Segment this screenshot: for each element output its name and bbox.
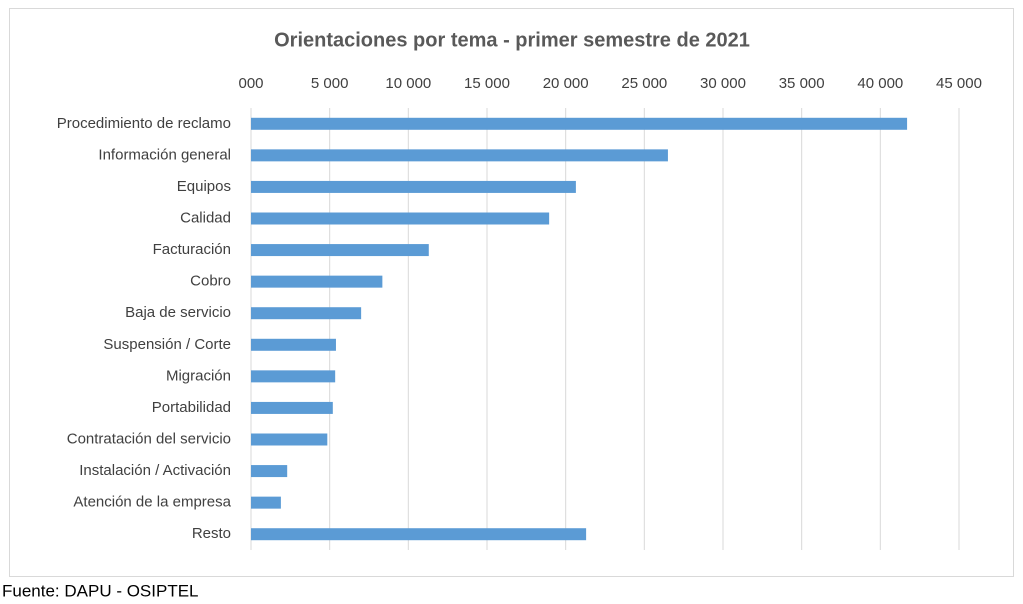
y-tick-label: Procedimiento de reclamo (57, 115, 231, 132)
bar (251, 496, 281, 509)
y-tick-label: Suspensión / Corte (103, 336, 231, 353)
bar (251, 244, 429, 257)
x-tick-label: 35 000 (779, 75, 825, 92)
y-tick-label: Cobro (190, 273, 231, 290)
bar (251, 401, 333, 414)
chart-title: Orientaciones por tema - primer semestre… (274, 29, 750, 51)
x-tick-label: 40 000 (857, 75, 903, 92)
source-note: Fuente: DAPU - OSIPTEL (2, 581, 199, 600)
bar (251, 338, 336, 351)
x-tick-label: 30 000 (700, 75, 746, 92)
bar (251, 275, 383, 288)
x-tick-label: 10 000 (385, 75, 431, 92)
bar (251, 307, 362, 320)
bar (251, 433, 328, 446)
y-tick-label: Atención de la empresa (73, 494, 231, 511)
y-tick-label: Contratación del servicio (67, 430, 231, 447)
x-tick-label: 5 000 (311, 75, 349, 92)
chart-border (9, 8, 1014, 577)
y-tick-label: Equipos (177, 178, 231, 195)
bar (251, 180, 576, 193)
y-tick-label: Portabilidad (152, 399, 231, 416)
bar (251, 465, 288, 478)
y-tick-label: Calidad (180, 209, 231, 226)
y-tick-label: Información general (98, 146, 231, 163)
bar (251, 117, 908, 130)
x-tick-label: 25 000 (621, 75, 667, 92)
y-tick-label: Facturación (153, 241, 231, 258)
y-tick-label: Resto (192, 525, 231, 542)
x-tick-label: 000 (238, 75, 263, 92)
bar (251, 212, 550, 225)
y-tick-label: Baja de servicio (125, 304, 231, 321)
y-tick-label: Migración (166, 367, 231, 384)
bar (251, 149, 668, 162)
bar (251, 528, 587, 541)
x-tick-label: 15 000 (464, 75, 510, 92)
x-tick-label: 20 000 (543, 75, 589, 92)
x-tick-label: 45 000 (936, 75, 982, 92)
y-tick-label: Instalación / Activación (79, 462, 231, 479)
bar (251, 370, 336, 383)
